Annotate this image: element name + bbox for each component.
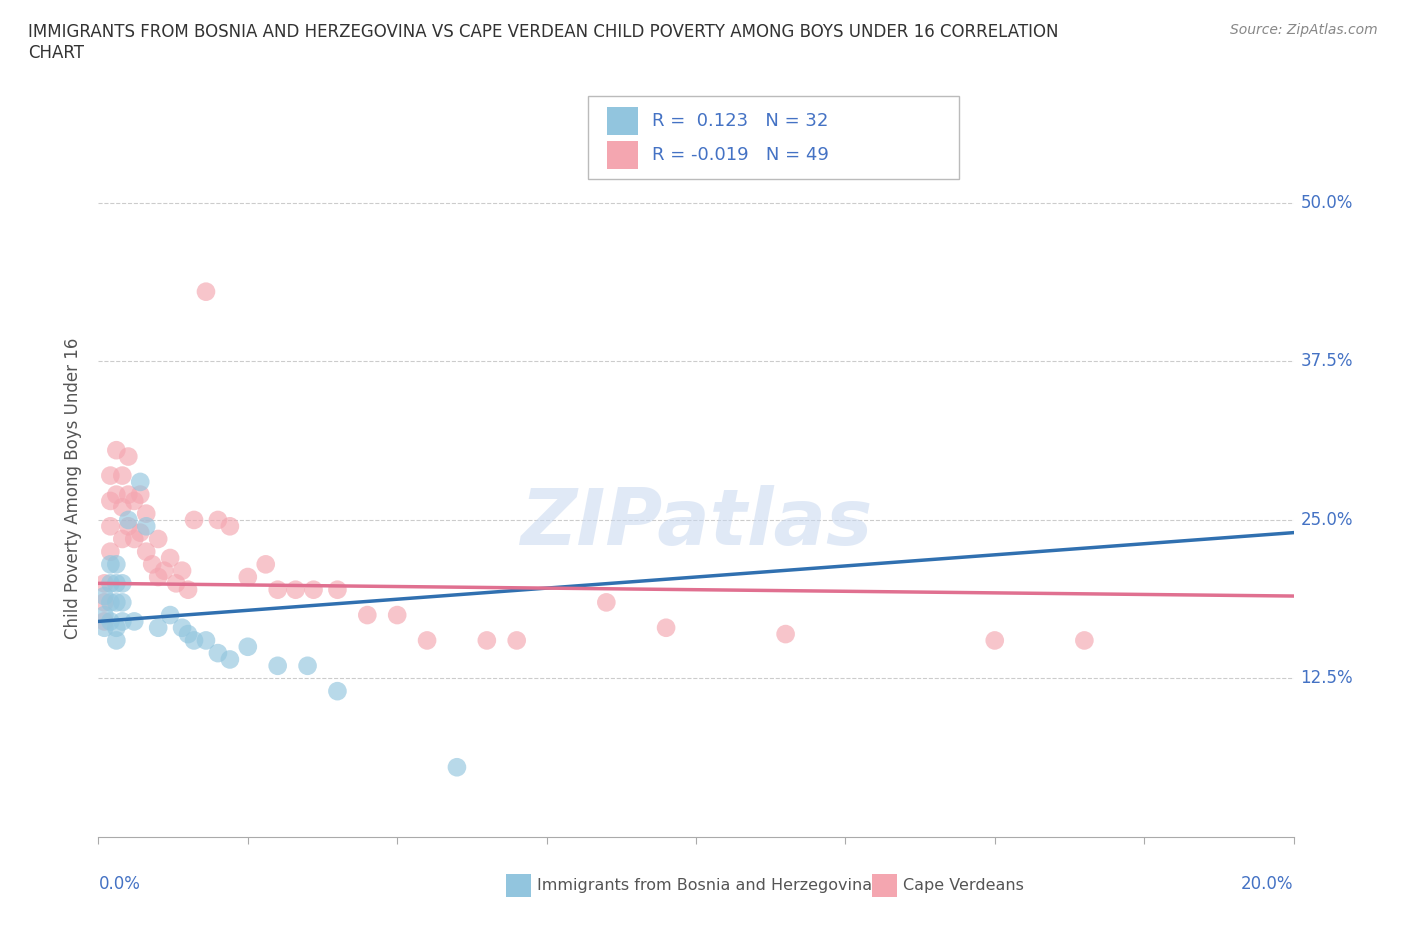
Point [111, 595, 134, 610]
Point [93, 607, 115, 622]
Point [98, 576, 122, 591]
Text: 25.0%: 25.0% [1301, 511, 1353, 529]
Point [98, 494, 122, 509]
Point [105, 443, 128, 458]
Point [183, 633, 205, 648]
Point [159, 551, 181, 565]
Point [326, 582, 349, 597]
Point [105, 576, 128, 591]
Point [165, 576, 187, 591]
Point [194, 285, 218, 299]
Point [105, 620, 128, 635]
Point [236, 639, 259, 654]
Point [135, 506, 157, 521]
Point [148, 532, 170, 547]
Point [148, 569, 170, 584]
Point [153, 564, 176, 578]
Point [129, 525, 152, 540]
Point [117, 512, 139, 527]
Point [207, 645, 229, 660]
Point [111, 576, 134, 591]
Point [172, 564, 194, 578]
Point [111, 499, 134, 514]
Text: IMMIGRANTS FROM BOSNIA AND HERZEGOVINA VS CAPE VERDEAN CHILD POVERTY AMONG BOYS : IMMIGRANTS FROM BOSNIA AND HERZEGOVINA V… [28, 23, 1059, 62]
Point [655, 620, 678, 635]
Point [385, 607, 409, 622]
Point [105, 595, 128, 610]
Point [93, 595, 115, 610]
Point [98, 595, 122, 610]
Text: Cape Verdeans: Cape Verdeans [903, 878, 1024, 893]
Point [111, 468, 134, 483]
Point [124, 494, 146, 509]
Point [98, 614, 122, 629]
Point [93, 620, 115, 635]
Point [93, 614, 115, 629]
Point [105, 557, 128, 572]
Point [297, 658, 319, 673]
Text: 20.0%: 20.0% [1241, 875, 1294, 894]
Point [124, 614, 146, 629]
Point [135, 544, 157, 559]
Point [129, 474, 152, 489]
Point [177, 582, 200, 597]
Point [105, 487, 128, 502]
Point [129, 487, 152, 502]
Text: 12.5%: 12.5% [1301, 670, 1353, 687]
Point [302, 582, 325, 597]
Point [111, 532, 134, 547]
Point [98, 544, 122, 559]
Point [267, 658, 290, 673]
Text: 50.0%: 50.0% [1301, 194, 1353, 212]
Text: 37.5%: 37.5% [1301, 352, 1353, 370]
Point [983, 633, 1005, 648]
Point [93, 589, 115, 604]
Point [117, 487, 139, 502]
Point [148, 620, 170, 635]
Y-axis label: Child Poverty Among Boys Under 16: Child Poverty Among Boys Under 16 [65, 338, 83, 639]
Text: Source: ZipAtlas.com: Source: ZipAtlas.com [1230, 23, 1378, 37]
Point [141, 557, 163, 572]
Point [117, 449, 139, 464]
Point [98, 557, 122, 572]
Point [117, 519, 139, 534]
Point [254, 557, 277, 572]
Text: ZIPatlas: ZIPatlas [520, 485, 872, 561]
Point [356, 607, 378, 622]
Point [207, 512, 229, 527]
Point [124, 532, 146, 547]
Point [267, 582, 290, 597]
Point [105, 633, 128, 648]
Text: 0.0%: 0.0% [98, 875, 141, 894]
Point [177, 627, 200, 642]
Point [172, 620, 194, 635]
Point [135, 519, 157, 534]
Point [98, 519, 122, 534]
Text: Immigrants from Bosnia and Herzegovina: Immigrants from Bosnia and Herzegovina [537, 878, 872, 893]
Point [416, 633, 439, 648]
Point [236, 569, 259, 584]
Point [159, 607, 181, 622]
Point [595, 595, 617, 610]
Point [194, 633, 218, 648]
Point [284, 582, 307, 597]
Point [111, 614, 134, 629]
Point [446, 760, 468, 775]
Point [1073, 633, 1095, 648]
Point [475, 633, 498, 648]
Point [183, 512, 205, 527]
Point [326, 684, 349, 698]
Point [219, 652, 242, 667]
Point [775, 627, 797, 642]
Text: R = -0.019   N = 49: R = -0.019 N = 49 [652, 146, 830, 165]
Text: R =  0.123   N = 32: R = 0.123 N = 32 [652, 112, 828, 130]
Point [93, 576, 115, 591]
Point [219, 519, 242, 534]
Point [506, 633, 529, 648]
Point [98, 468, 122, 483]
